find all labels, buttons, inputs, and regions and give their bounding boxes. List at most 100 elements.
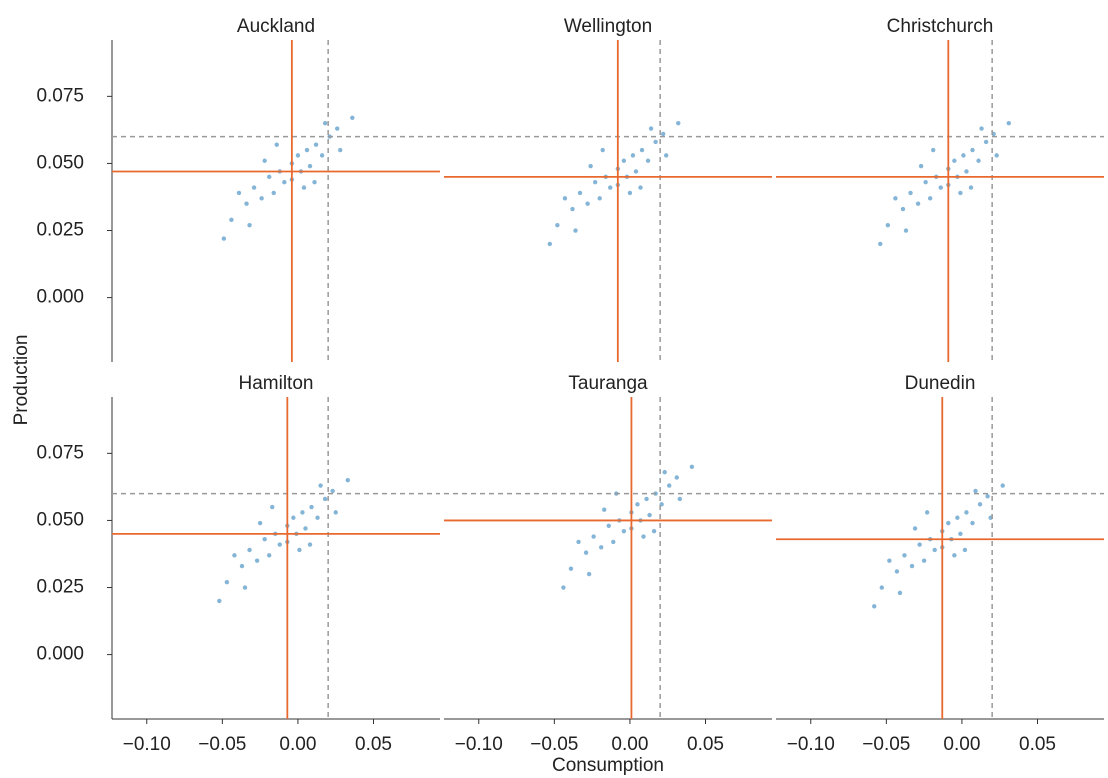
point	[600, 147, 605, 153]
point	[229, 217, 234, 222]
point	[304, 147, 310, 153]
point	[319, 153, 325, 158]
point	[262, 537, 267, 542]
point	[597, 196, 602, 201]
point	[291, 515, 296, 520]
y-tick-label: 0.075	[36, 85, 84, 106]
point	[232, 553, 237, 558]
x-tick-label: −0.10	[787, 734, 835, 755]
point	[224, 579, 230, 585]
point	[606, 523, 611, 528]
panel-title: Hamilton	[239, 373, 314, 394]
point	[217, 598, 222, 604]
point	[621, 528, 627, 534]
point	[313, 142, 319, 147]
point	[333, 510, 338, 515]
point	[667, 483, 672, 488]
x-tick-label: −0.05	[198, 734, 246, 755]
point	[663, 153, 669, 158]
point	[266, 174, 272, 180]
point	[964, 169, 969, 174]
point	[900, 206, 906, 212]
point	[271, 190, 276, 196]
panel-title: Tauranga	[568, 373, 648, 394]
point	[952, 158, 957, 163]
point	[872, 604, 877, 609]
point	[638, 185, 643, 190]
point	[639, 147, 645, 153]
x-tick-label: 0.00	[279, 734, 316, 755]
point	[586, 571, 592, 577]
point	[938, 185, 943, 190]
point	[262, 158, 267, 163]
point	[644, 496, 649, 502]
point	[930, 147, 936, 153]
point	[301, 185, 307, 190]
x-tick-label: 0.05	[687, 734, 724, 755]
point	[689, 464, 695, 469]
point	[917, 542, 922, 547]
point	[598, 545, 604, 550]
x-tick-label: −0.05	[862, 734, 910, 755]
point	[676, 120, 681, 126]
point	[647, 512, 652, 518]
point	[962, 547, 968, 553]
point	[887, 558, 892, 563]
point	[239, 563, 245, 569]
y-tick-label: 0.025	[36, 220, 84, 241]
point	[312, 180, 317, 185]
panel-title: Auckland	[237, 16, 315, 37]
point	[909, 563, 915, 569]
point	[968, 185, 974, 190]
point	[879, 585, 885, 590]
point	[885, 222, 891, 228]
point	[345, 477, 350, 483]
point	[927, 196, 933, 201]
point	[602, 507, 607, 512]
point	[912, 526, 918, 531]
point	[592, 180, 598, 185]
y-tick-label: 0.000	[36, 287, 84, 308]
point	[259, 196, 264, 201]
point	[915, 201, 921, 206]
point	[878, 241, 883, 247]
y-tick-label: 0.075	[36, 442, 84, 463]
point	[254, 558, 260, 563]
y-axis-label: Production	[11, 335, 32, 426]
point	[952, 553, 957, 558]
point	[236, 190, 242, 196]
point	[562, 196, 568, 201]
y-tick-label: 0.000	[36, 644, 84, 665]
panel-title: Christchurch	[887, 16, 994, 37]
point	[903, 228, 909, 233]
point	[958, 190, 963, 196]
point	[277, 542, 282, 547]
point	[547, 241, 553, 247]
point	[977, 502, 983, 507]
x-tick-label: 0.05	[1019, 734, 1056, 755]
point	[630, 153, 636, 158]
point	[958, 531, 963, 537]
panel-title: Wellington	[564, 16, 652, 37]
point	[307, 163, 313, 169]
point	[946, 520, 951, 526]
point	[295, 153, 301, 158]
point	[568, 566, 574, 571]
point	[894, 569, 900, 574]
point	[918, 163, 924, 169]
point	[955, 515, 960, 520]
x-tick-label: −0.10	[455, 734, 503, 755]
point	[970, 147, 975, 153]
x-tick-label: 0.00	[943, 734, 980, 755]
point	[282, 180, 287, 185]
point	[338, 147, 343, 153]
point	[653, 139, 658, 145]
point	[970, 520, 975, 526]
point	[923, 180, 928, 185]
point	[315, 515, 320, 520]
point	[303, 526, 308, 531]
point	[983, 139, 989, 145]
x-tick-label: 0.05	[355, 734, 392, 755]
point	[608, 185, 613, 190]
